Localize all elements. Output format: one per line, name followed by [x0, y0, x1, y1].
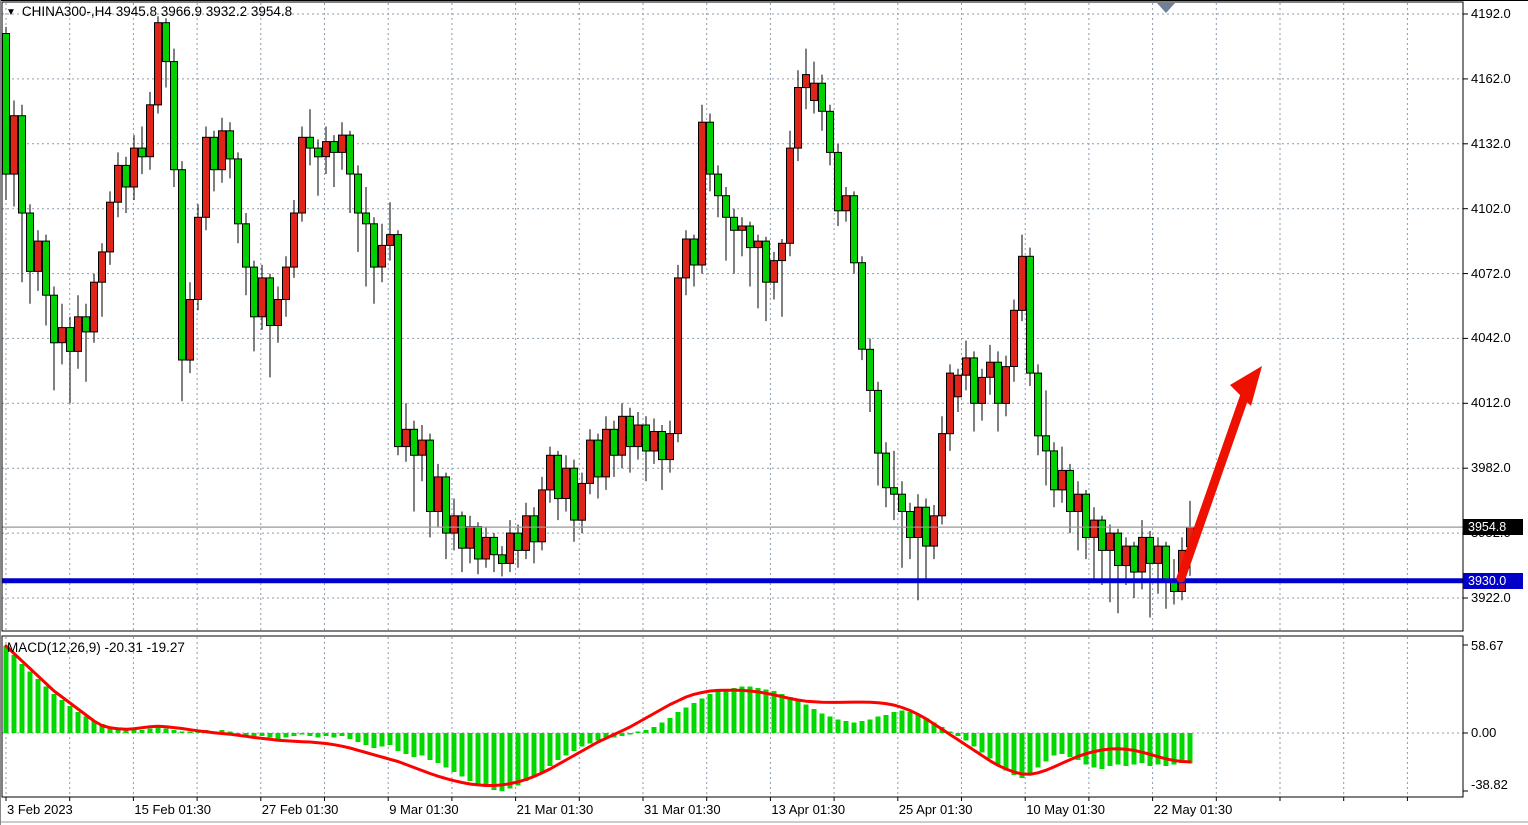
price-tick-label: 4132.0 [1471, 135, 1511, 151]
price-tick-label: 4042.0 [1471, 330, 1511, 346]
chart-title: ▼ CHINA300-,H4 3945.8 3966.9 3932.2 3954.… [6, 4, 292, 19]
chart-shift-marker-icon [1157, 3, 1175, 13]
macd-values-label: -20.31 -19.27 [100, 640, 185, 655]
ohlc-values-label: 3945.8 3966.9 3932.2 3954.8 [115, 4, 293, 19]
macd-max-label: 58.67 [1471, 638, 1504, 653]
time-tick-label: 22 May 01:30 [1153, 802, 1233, 817]
up-arrow-annotation[interactable] [1176, 366, 1262, 583]
time-tick-label: 9 Mar 01:30 [389, 802, 459, 817]
macd-name-label: MACD(12,26,9) [7, 640, 101, 655]
price-tick-label: 3982.0 [1471, 460, 1511, 476]
price-tick-label: 4162.0 [1471, 70, 1511, 86]
macd-min-label: -38.82 [1471, 777, 1508, 792]
time-tick-label: 15 Feb 01:30 [134, 802, 212, 817]
time-tick-label: 31 Mar 01:30 [644, 802, 721, 817]
price-tick-label: 4192.0 [1471, 6, 1511, 21]
time-tick-label: 10 May 01:30 [1026, 802, 1105, 817]
price-tick-label: 4072.0 [1471, 265, 1511, 281]
macd-zero-label: 0.00 [1471, 725, 1497, 740]
time-tick-label: 25 Apr 01:30 [898, 802, 973, 817]
time-tick-label: 21 Mar 01:30 [516, 802, 594, 817]
price-tick-label: 4012.0 [1471, 395, 1511, 411]
price-tick-label: 3922.0 [1471, 590, 1511, 605]
time-tick-label: 27 Feb 01:30 [261, 802, 339, 817]
price-tick-label: 4102.0 [1471, 200, 1511, 216]
support-line-badge: 3930.0 [1463, 573, 1523, 589]
time-tick-label: 13 Apr 01:30 [771, 802, 846, 817]
last-price-badge: 3954.8 [1463, 519, 1523, 535]
symbol-dropdown-icon[interactable]: ▼ [6, 7, 16, 18]
macd-indicator-label: MACD(12,26,9) -20.31 -19.27 [7, 640, 185, 655]
symbol-timeframe-label: CHINA300-,H4 [21, 4, 112, 19]
time-tick-label: 3 Feb 2023 [7, 802, 73, 817]
